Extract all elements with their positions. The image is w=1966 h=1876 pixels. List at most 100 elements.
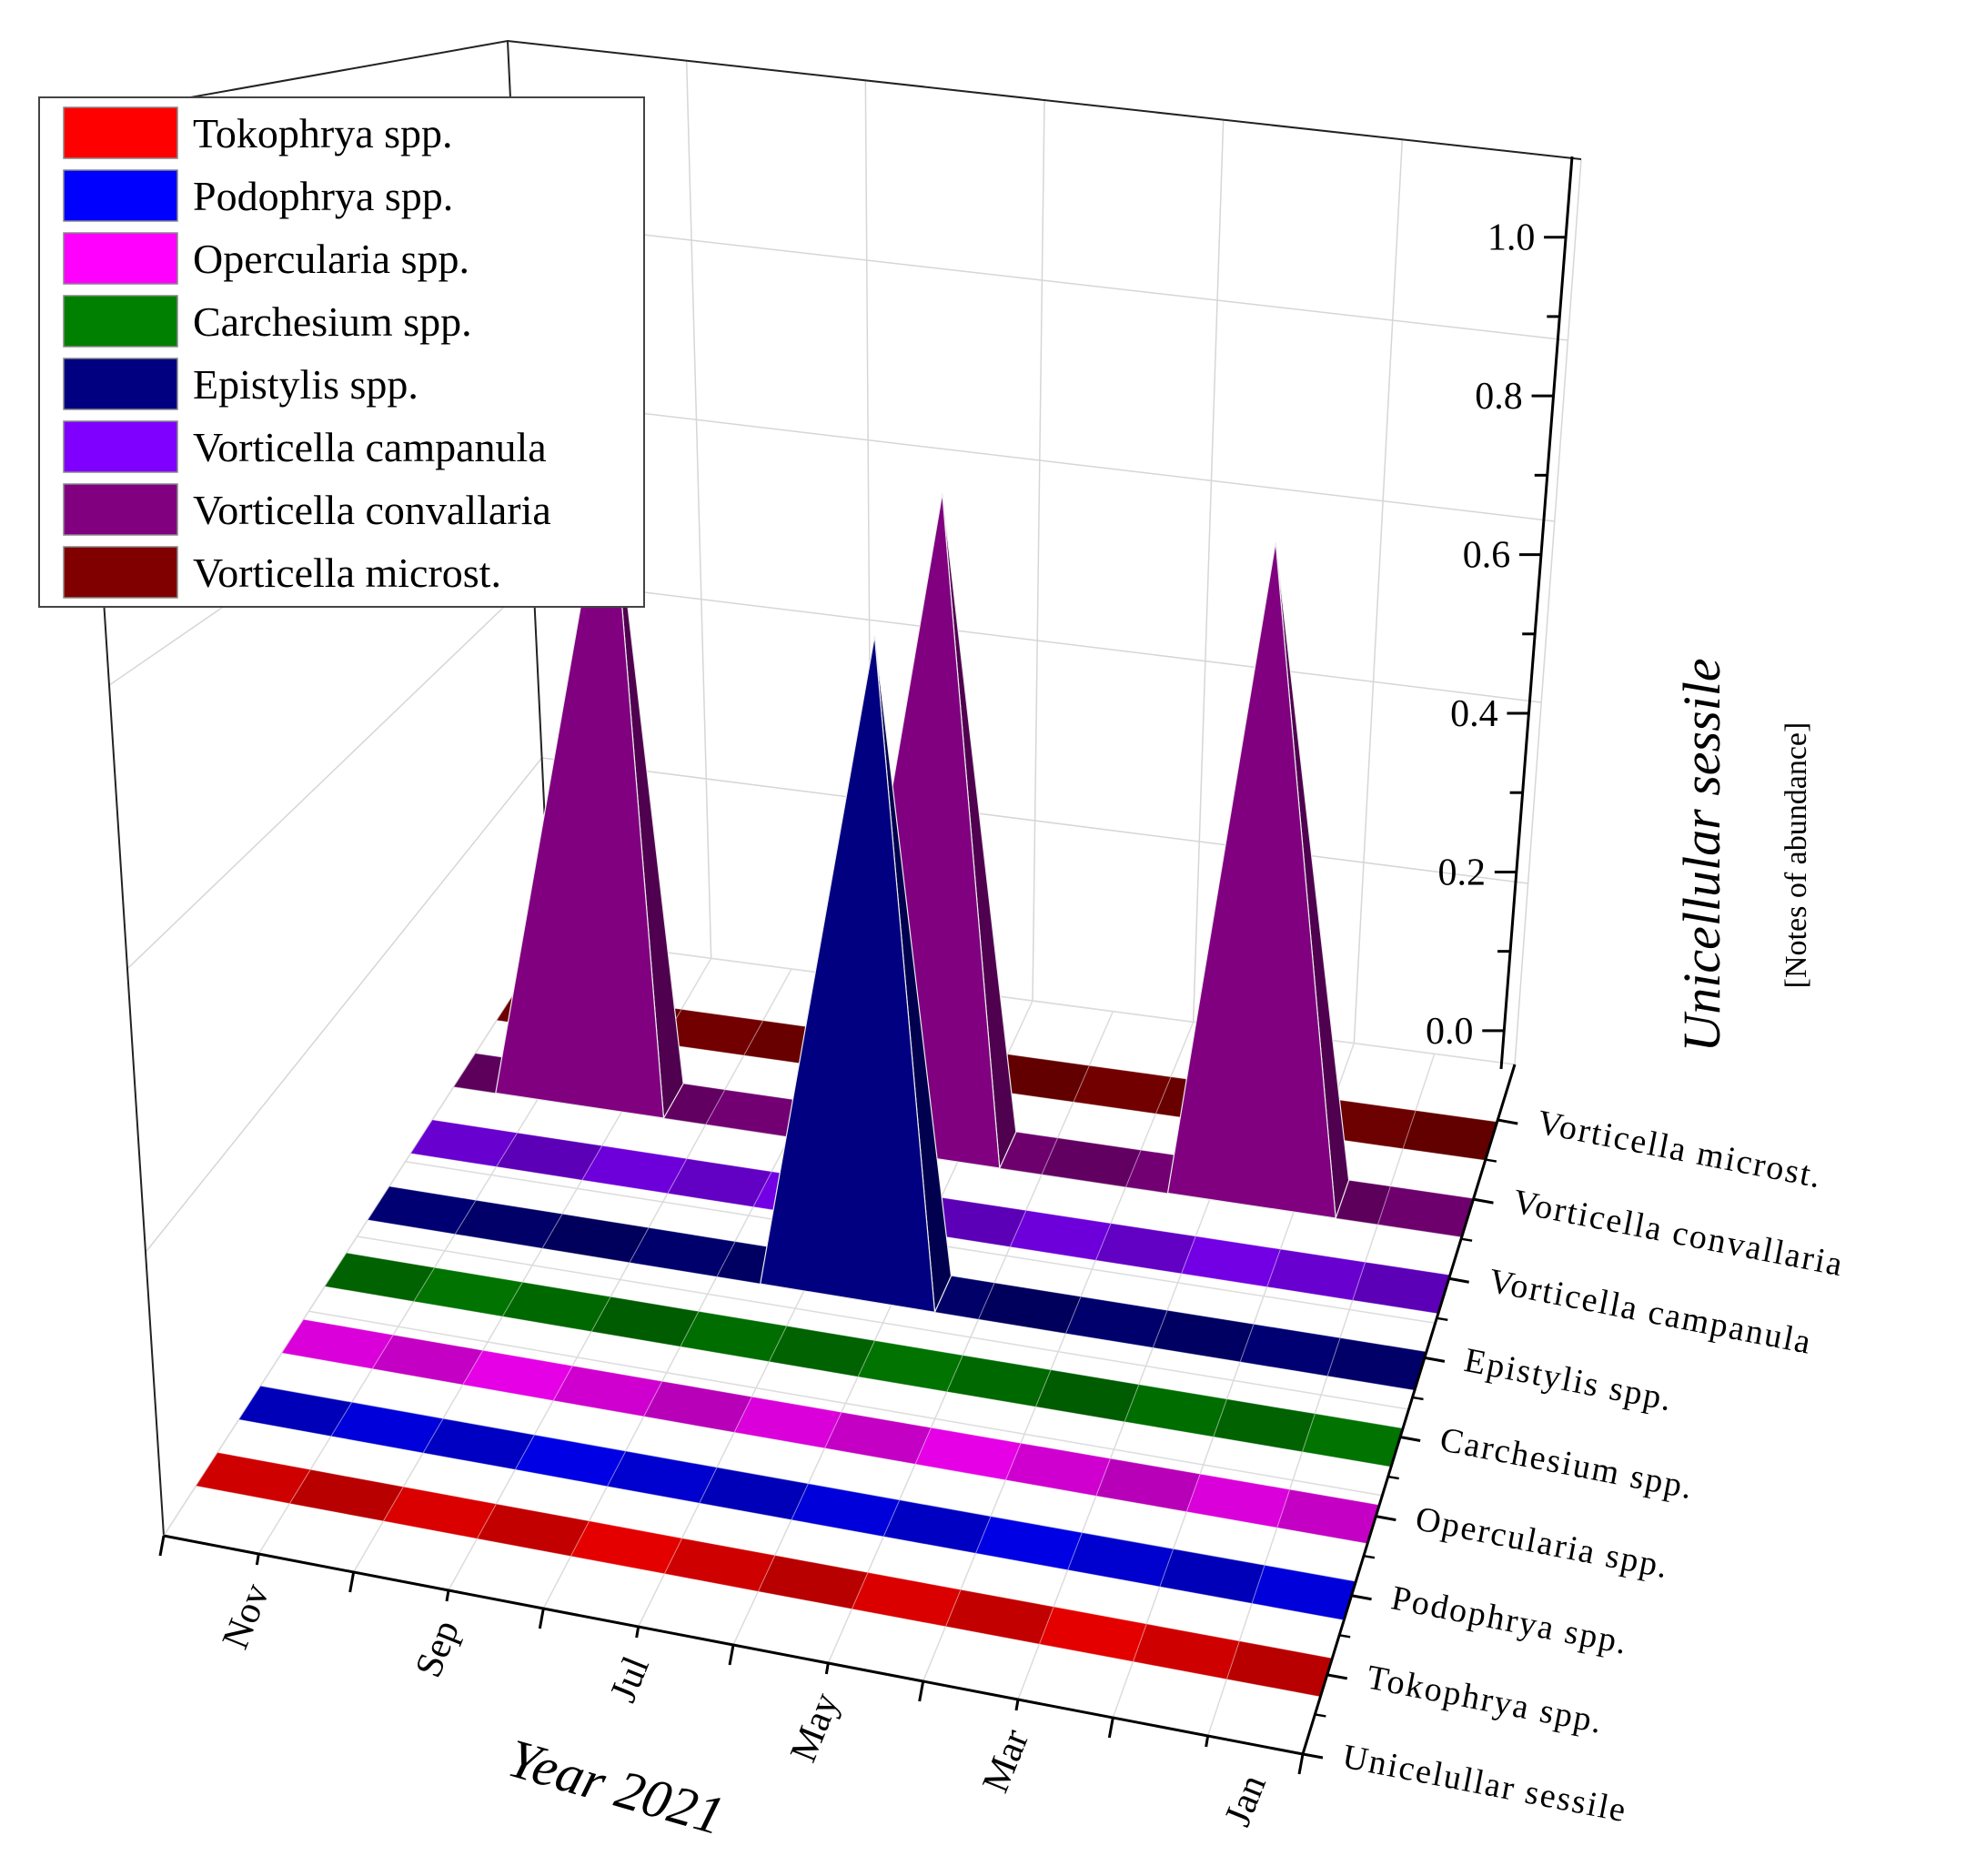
y-axis-minor-tick [1437, 1316, 1448, 1322]
ribbon-tile-vorticella-microst [1402, 1110, 1498, 1161]
ribbon-tile-carchesium-spp [1124, 1384, 1228, 1437]
ribbon-tile-epistylis-spp [1326, 1336, 1427, 1391]
back-wall-gridline [1032, 99, 1045, 1002]
z-tick-label: 0.0 [1426, 1011, 1474, 1053]
z-axis-title: Unicellular sessile [1672, 658, 1731, 1052]
legend-swatch [63, 295, 178, 348]
legend: Tokophrya spp. Podophrya spp. Opercularia … [38, 96, 645, 608]
x-tick-label: Jul [602, 1651, 658, 1709]
floor-gridline [549, 936, 1516, 1065]
y-tick-label: Unicelullar sessile [1339, 1738, 1630, 1831]
x-axis-tick [1014, 1699, 1020, 1711]
z-tick-label: 0.4 [1450, 693, 1498, 735]
ribbon-tile-opercularia-spp [1276, 1488, 1380, 1545]
peak-vorticella-convallaria-nov [495, 444, 684, 1120]
y-axis-minor-tick [1485, 1158, 1497, 1163]
y-axis-minor-tick [1315, 1713, 1326, 1718]
y-tick-label: Carchesium spp. [1437, 1420, 1697, 1507]
ribbon-tile-opercularia-spp [1004, 1442, 1112, 1497]
legend-label: Carchesium spp. [193, 298, 472, 345]
ribbon-tile-podophrya-spp [514, 1434, 627, 1488]
ribbon-tile-tokophrya-spp [944, 1589, 1054, 1645]
y-axis-minor-tick [1363, 1554, 1376, 1559]
ribbon-tile-opercularia-spp [1185, 1473, 1291, 1528]
ribbon-tile-podophrya-spp [974, 1516, 1083, 1571]
legend-swatch [63, 483, 178, 536]
ribbon-tile-tokophrya-spp [663, 1538, 776, 1592]
ribbon-tile-opercularia-spp [914, 1427, 1022, 1481]
ribbon-tile-carchesium-spp [857, 1339, 963, 1393]
legend-label: Epistylis spp. [193, 361, 418, 408]
z-tick-label: 0.2 [1438, 852, 1487, 893]
ribbon-tile-epistylis-spp [541, 1213, 650, 1264]
y-axis-minor-tick [1412, 1396, 1424, 1401]
ribbon-tile-tokophrya-spp [851, 1571, 962, 1628]
legend-label: Tokophrya spp. [193, 110, 453, 156]
legend-label: Opercularia spp. [193, 236, 469, 282]
x-tick-label: Jan [1216, 1770, 1275, 1832]
ribbon-tile-vorticella-microst [1073, 1064, 1172, 1115]
series-peaks [495, 444, 1350, 1315]
legend-item: Vorticella convallaria [63, 483, 551, 536]
ribbon-tile-epistylis-spp [367, 1185, 477, 1236]
y-tick-label: Vorticella microst. [1535, 1104, 1826, 1196]
legend-label: Vorticella convallaria [193, 487, 551, 533]
ribbon-tile-opercularia-spp [280, 1318, 394, 1370]
x-tick-label: Mar [974, 1724, 1037, 1799]
ribbon-tile-opercularia-spp [552, 1365, 663, 1417]
ribbon-tile-epistylis-spp [629, 1226, 736, 1277]
legend-swatch [63, 232, 178, 285]
legend-swatch [63, 106, 178, 159]
ribbon-tile-vorticella-campanula [667, 1157, 772, 1208]
ribbon-tile-opercularia-spp [733, 1396, 842, 1449]
ribbon-tile-podophrya-spp [698, 1467, 810, 1521]
legend-item: Vorticella campanula [63, 420, 547, 473]
y-tick-label: Epistylis spp. [1461, 1341, 1677, 1419]
x-axis-tick [1297, 1753, 1305, 1775]
ribbon-tile-tokophrya-spp [757, 1554, 869, 1610]
ribbon-tile-tokophrya-spp [195, 1451, 312, 1505]
x-axis-title: Year 2021 [501, 1728, 731, 1846]
y-axis-tick [1473, 1197, 1494, 1205]
y-axis-minor-tick [1460, 1237, 1473, 1242]
ribbon-tile-carchesium-spp [1301, 1413, 1404, 1468]
x-axis-tick [824, 1662, 830, 1675]
peak-front-face [760, 635, 936, 1314]
ribbon-tile-vorticella-convallaria [1041, 1137, 1142, 1188]
ribbon-tile-podophrya-spp [1251, 1564, 1356, 1621]
z-axis-subtitle: [Notes of abundance] [1779, 722, 1813, 989]
ribbon-tile-podophrya-spp [1159, 1548, 1265, 1604]
ribbon-tile-tokophrya-spp [570, 1520, 683, 1575]
y-axis-minor-tick [1338, 1634, 1351, 1639]
back-wall-gridline [1514, 158, 1582, 1065]
ribbon-tile-podophrya-spp [329, 1401, 444, 1454]
ribbon-tile-tokophrya-spp [382, 1486, 498, 1539]
ribbon-tile-podophrya-spp [237, 1385, 353, 1437]
peak-epistylis-spp-jul [760, 635, 953, 1315]
ribbon-tile-vorticella-campanula [580, 1145, 688, 1195]
floor-gridline [308, 1310, 1383, 1497]
legend-item: Vorticella microst. [63, 546, 501, 599]
ribbon-tile-carchesium-spp [1034, 1369, 1140, 1423]
ribbon-tile-tokophrya-spp [476, 1503, 590, 1558]
left-wall-gridline [126, 578, 534, 970]
legend-label: Podophrya spp. [193, 173, 453, 219]
z-tick-label: 0.6 [1463, 535, 1511, 577]
y-axis-tick [1448, 1276, 1469, 1284]
back-wall [508, 41, 1581, 1064]
legend-swatch [63, 546, 178, 599]
legend-item: Podophrya spp. [63, 169, 453, 222]
ribbon-tile-podophrya-spp [882, 1499, 992, 1554]
ribbon-tile-carchesium-spp [945, 1355, 1052, 1407]
ribbon-tile-carchesium-spp [501, 1281, 611, 1333]
ribbon-tile-vorticella-campanula [1094, 1223, 1196, 1275]
back-wall-gridline [1192, 119, 1225, 1023]
z-tick-label: 0.8 [1475, 376, 1523, 418]
y-tick-label: Vorticella convallaria [1510, 1183, 1848, 1285]
wall-outline [71, 39, 1582, 1537]
peak-front-face [495, 444, 665, 1119]
ribbon-tile-vorticella-campanula [409, 1119, 519, 1167]
x-axis-tick [1205, 1735, 1210, 1748]
ribbon-tile-vorticella-campanula [1009, 1209, 1112, 1261]
